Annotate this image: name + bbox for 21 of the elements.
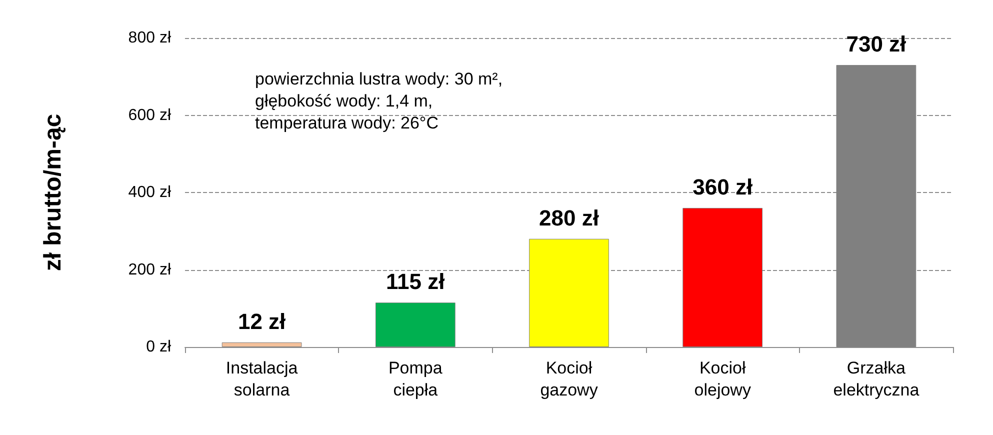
x-tick-label: Grzałka elektryczna [833, 358, 920, 400]
data-label: 12 zł [238, 308, 286, 334]
data-label: 115 zł [386, 269, 445, 294]
x-tick-label: Kocioł gazowy [540, 358, 598, 400]
data-label: 730 zł [846, 32, 906, 57]
bar [529, 238, 609, 347]
y-axis-title: zł brutto/m-ąc [40, 114, 66, 272]
data-label: 280 zł [539, 205, 599, 230]
annotation: powierzchnia lustra wody: 30 m², głębokość wody: 1,4 m, temperatura wody: 26°C [255, 70, 503, 132]
bar [375, 302, 456, 347]
x-tick-label: Instalacja solarna [226, 358, 298, 400]
y-tick-label: 600 zł [128, 106, 172, 124]
y-tick-label: 0 zł [146, 338, 172, 356]
y-tick-label: 800 zł [128, 30, 172, 46]
y-tick-label: 200 zł [128, 261, 172, 278]
bar [682, 208, 763, 347]
y-tick-label: 400 zł [128, 184, 172, 201]
bar [222, 342, 302, 347]
data-label: 360 zł [692, 174, 753, 200]
x-tick-label: Kocioł olejowy [694, 358, 752, 400]
x-tick-label: Pompa ciepła [388, 358, 443, 400]
